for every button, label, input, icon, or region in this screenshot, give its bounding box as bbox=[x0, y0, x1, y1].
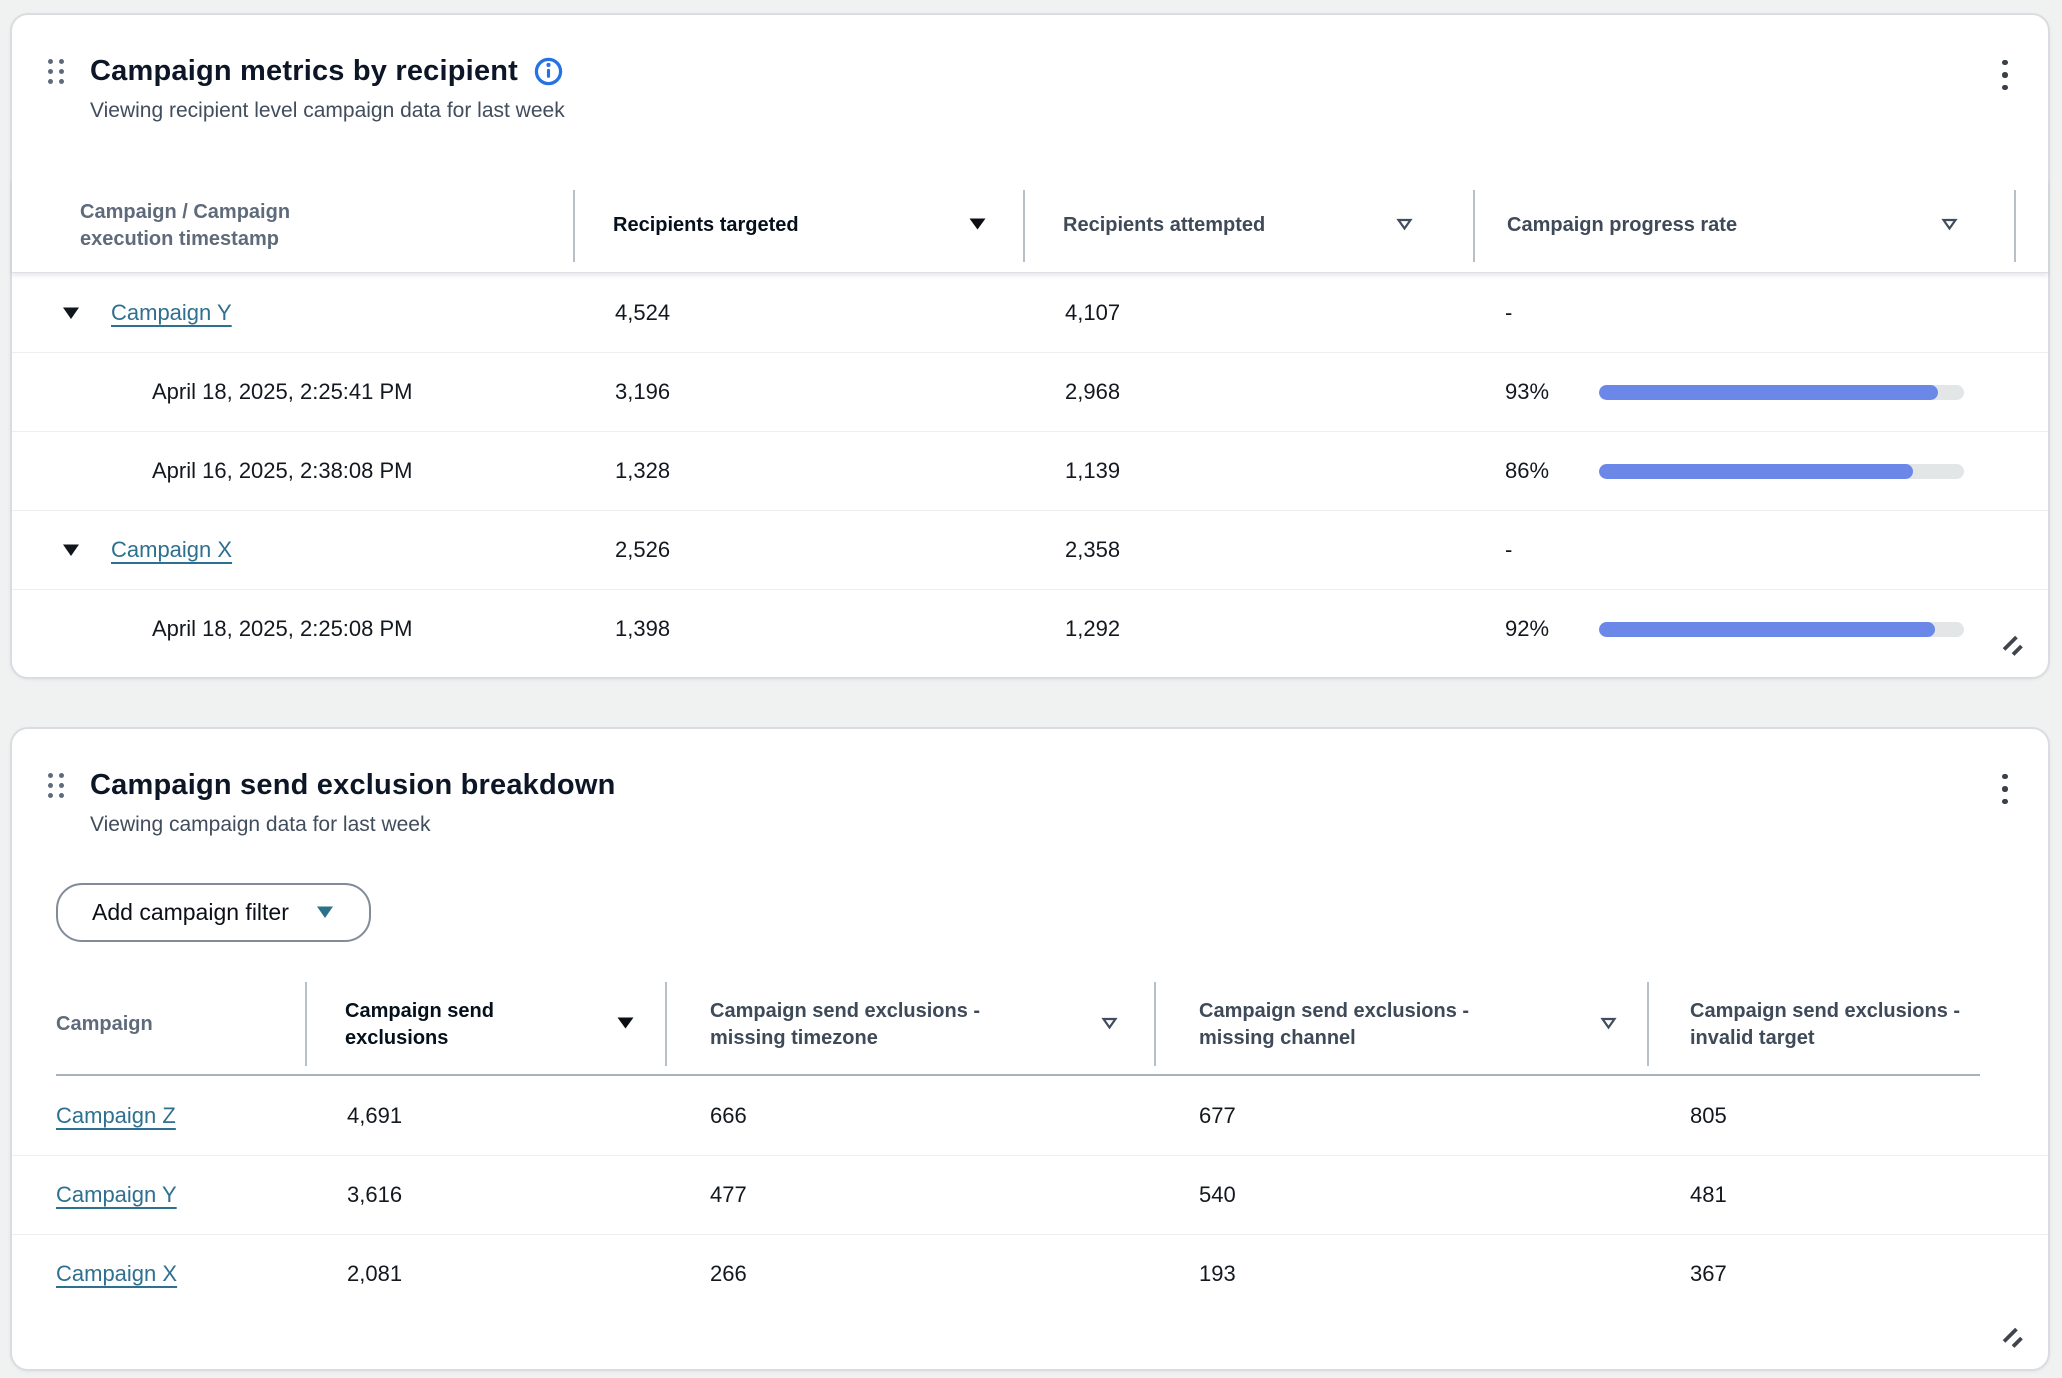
collapse-row-icon[interactable] bbox=[62, 306, 80, 320]
campaign-metrics-card: Campaign metrics by recipient Viewing re… bbox=[10, 13, 2050, 679]
progress-bar bbox=[1599, 384, 1964, 400]
campaign-row: Campaign X 2,526 2,358 - bbox=[12, 510, 2048, 589]
execution-row: April 18, 2025, 2:25:41 PM 3,196 2,968 9… bbox=[12, 352, 2048, 431]
progress-bar bbox=[1599, 621, 1964, 637]
execution-timestamp: April 16, 2025, 2:38:08 PM bbox=[152, 458, 413, 483]
column-header-progress-rate[interactable]: Campaign progress rate bbox=[1473, 212, 2014, 239]
campaign-row: Campaign Y 4,524 4,107 - bbox=[12, 273, 2048, 352]
send-exclusions-value: 4,691 bbox=[347, 1102, 403, 1128]
missing-timezone-value: 477 bbox=[710, 1182, 747, 1207]
recipients-attempted-value: 4,107 bbox=[1065, 299, 1121, 325]
card-subtitle: Viewing recipient level campaign data fo… bbox=[90, 99, 565, 122]
column-header-missing-channel[interactable]: Campaign send exclusions - missing chann… bbox=[1154, 998, 1647, 1052]
recipients-targeted-value: 4,524 bbox=[615, 299, 671, 325]
column-header-campaign-execution: Campaign / Campaign execution timestamp bbox=[80, 200, 291, 250]
sortable-icon bbox=[1396, 212, 1413, 239]
recipients-targeted-value: 1,398 bbox=[615, 616, 671, 641]
dropdown-caret-icon bbox=[315, 899, 335, 926]
invalid-target-value: 367 bbox=[1690, 1261, 1727, 1286]
sortable-icon bbox=[1101, 1011, 1118, 1038]
send-exclusion-card: Campaign send exclusion breakdown Viewin… bbox=[10, 727, 2050, 1371]
sort-descending-icon bbox=[616, 1011, 635, 1038]
progress-cell: - bbox=[1473, 537, 2014, 563]
resize-handle-icon[interactable] bbox=[1999, 632, 2026, 659]
card-title: Campaign send exclusion breakdown bbox=[90, 768, 616, 801]
recipients-attempted-value: 1,139 bbox=[1065, 458, 1121, 483]
column-header-recipients-attempted[interactable]: Recipients attempted bbox=[1023, 212, 1473, 239]
execution-row: April 18, 2025, 2:25:08 PM 1,398 1,292 9… bbox=[12, 589, 2048, 668]
progress-value: - bbox=[1505, 537, 1513, 562]
progress-value: 92% bbox=[1505, 616, 1550, 641]
execution-row: April 16, 2025, 2:38:08 PM 1,328 1,139 8… bbox=[12, 431, 2048, 510]
column-header-missing-timezone[interactable]: Campaign send exclusions - missing timez… bbox=[665, 998, 1154, 1052]
campaign-link[interactable]: Campaign X bbox=[111, 537, 233, 562]
card-subtitle: Viewing campaign data for last week bbox=[90, 813, 431, 836]
collapse-row-icon[interactable] bbox=[62, 543, 80, 557]
campaign-link[interactable]: Campaign Y bbox=[111, 299, 232, 325]
table-row: Campaign X 2,081 266 193 367 bbox=[12, 1234, 2048, 1313]
progress-value: - bbox=[1505, 299, 1513, 325]
recipients-targeted-value: 2,526 bbox=[615, 537, 671, 562]
progress-cell: 86% bbox=[1473, 458, 2014, 484]
add-campaign-filter-button[interactable]: Add campaign filter bbox=[56, 883, 371, 942]
campaign-link[interactable]: Campaign Z bbox=[56, 1102, 176, 1128]
missing-channel-value: 540 bbox=[1199, 1182, 1236, 1207]
progress-value: 86% bbox=[1505, 458, 1550, 483]
execution-timestamp: April 18, 2025, 2:25:41 PM bbox=[152, 379, 413, 404]
card-title: Campaign metrics by recipient bbox=[90, 54, 519, 87]
missing-channel-value: 193 bbox=[1199, 1261, 1236, 1286]
recipients-targeted-value: 3,196 bbox=[615, 379, 671, 404]
progress-cell: - bbox=[1473, 300, 2014, 326]
progress-cell: 92% bbox=[1473, 616, 2014, 642]
column-header-campaign: Campaign bbox=[56, 1013, 153, 1035]
resize-handle-icon[interactable] bbox=[1999, 1324, 2026, 1351]
invalid-target-value: 481 bbox=[1690, 1182, 1727, 1207]
table-row: Campaign Z 4,691 666 677 805 bbox=[12, 1076, 2048, 1155]
drag-handle-icon[interactable] bbox=[48, 58, 64, 84]
kebab-menu-icon[interactable] bbox=[1992, 51, 2018, 99]
invalid-target-value: 805 bbox=[1690, 1102, 1727, 1128]
recipients-attempted-value: 2,358 bbox=[1065, 537, 1121, 562]
progress-cell: 93% bbox=[1473, 379, 2014, 405]
drag-handle-icon[interactable] bbox=[48, 772, 64, 798]
kebab-menu-icon[interactable] bbox=[1992, 765, 2018, 813]
progress-bar bbox=[1599, 463, 1964, 479]
sortable-icon bbox=[1600, 1011, 1617, 1038]
send-exclusions-value: 3,616 bbox=[347, 1182, 403, 1207]
campaign-link[interactable]: Campaign Y bbox=[56, 1182, 177, 1207]
sort-descending-icon bbox=[968, 212, 987, 239]
column-header-invalid-target[interactable]: Campaign send exclusions - invalid targe… bbox=[1690, 999, 1961, 1049]
progress-value: 93% bbox=[1505, 379, 1550, 404]
recipients-targeted-value: 1,328 bbox=[615, 458, 671, 483]
table-row: Campaign Y 3,616 477 540 481 bbox=[12, 1155, 2048, 1234]
missing-timezone-value: 666 bbox=[710, 1102, 747, 1128]
campaign-link[interactable]: Campaign X bbox=[56, 1261, 178, 1286]
recipients-attempted-value: 1,292 bbox=[1065, 616, 1121, 641]
sortable-icon bbox=[1941, 212, 1958, 239]
column-header-recipients-targeted[interactable]: Recipients targeted bbox=[573, 212, 1023, 239]
missing-channel-value: 677 bbox=[1199, 1102, 1236, 1128]
missing-timezone-value: 266 bbox=[710, 1261, 747, 1286]
recipients-attempted-value: 2,968 bbox=[1065, 379, 1121, 404]
column-header-send-exclusions[interactable]: Campaign send exclusions bbox=[305, 998, 665, 1052]
info-icon[interactable] bbox=[534, 57, 563, 86]
execution-timestamp: April 18, 2025, 2:25:08 PM bbox=[152, 616, 413, 641]
send-exclusions-value: 2,081 bbox=[347, 1261, 403, 1286]
